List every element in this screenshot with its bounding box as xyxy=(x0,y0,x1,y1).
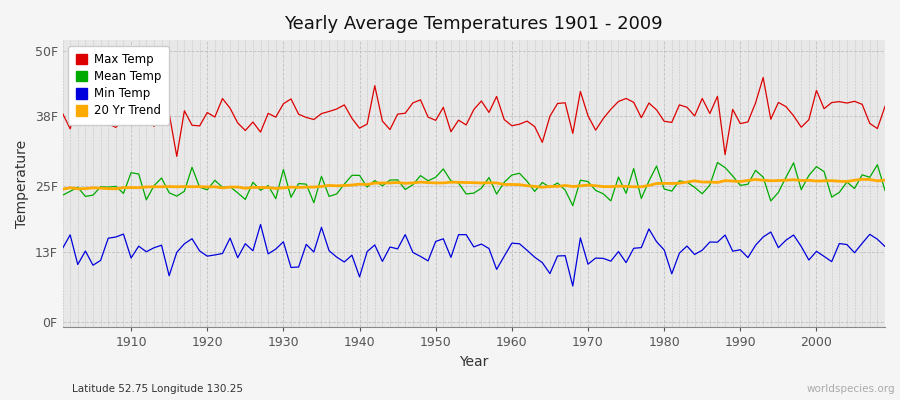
Max Temp xyxy=(879,104,890,109)
20 Yr Trend xyxy=(499,182,509,187)
Legend: Max Temp, Mean Temp, Min Temp, 20 Yr Trend: Max Temp, Mean Temp, Min Temp, 20 Yr Tre… xyxy=(68,46,169,124)
Min Temp xyxy=(507,241,517,246)
Max Temp xyxy=(606,107,616,112)
Line: Max Temp: Max Temp xyxy=(62,78,885,156)
Line: Mean Temp: Mean Temp xyxy=(62,162,885,206)
Mean Temp xyxy=(118,191,129,196)
Mean Temp xyxy=(606,198,616,203)
Text: Latitude 52.75 Longitude 130.25: Latitude 52.75 Longitude 130.25 xyxy=(72,384,243,394)
Min Temp xyxy=(514,241,525,246)
Mean Temp xyxy=(712,160,723,165)
20 Yr Trend xyxy=(331,184,342,188)
Max Temp xyxy=(57,111,68,116)
Max Temp xyxy=(507,123,517,128)
Min Temp xyxy=(57,246,68,251)
Min Temp xyxy=(339,260,350,264)
Text: worldspecies.org: worldspecies.org xyxy=(807,384,896,394)
Mean Temp xyxy=(567,203,578,208)
20 Yr Trend xyxy=(598,184,608,189)
Mean Temp xyxy=(499,180,509,185)
20 Yr Trend xyxy=(857,177,868,182)
Line: 20 Yr Trend: 20 Yr Trend xyxy=(62,179,885,189)
20 Yr Trend xyxy=(57,187,68,192)
Min Temp xyxy=(879,244,890,249)
Mean Temp xyxy=(879,188,890,193)
Mean Temp xyxy=(285,195,296,200)
Mean Temp xyxy=(57,193,68,198)
Mean Temp xyxy=(507,173,517,178)
20 Yr Trend xyxy=(118,185,129,190)
X-axis label: Year: Year xyxy=(459,355,489,369)
20 Yr Trend xyxy=(285,185,296,190)
Min Temp xyxy=(613,249,624,254)
Min Temp xyxy=(118,232,129,236)
Max Temp xyxy=(293,112,304,117)
Max Temp xyxy=(758,75,769,80)
Line: Min Temp: Min Temp xyxy=(62,224,885,286)
Max Temp xyxy=(339,102,350,107)
Max Temp xyxy=(118,117,129,122)
Min Temp xyxy=(255,222,266,227)
Max Temp xyxy=(514,122,525,126)
Y-axis label: Temperature: Temperature xyxy=(15,140,29,228)
Mean Temp xyxy=(331,192,342,196)
20 Yr Trend xyxy=(879,178,890,182)
Title: Yearly Average Temperatures 1901 - 2009: Yearly Average Temperatures 1901 - 2009 xyxy=(284,15,663,33)
Min Temp xyxy=(567,284,578,288)
Min Temp xyxy=(293,264,304,269)
Max Temp xyxy=(171,154,182,159)
20 Yr Trend xyxy=(507,182,517,187)
